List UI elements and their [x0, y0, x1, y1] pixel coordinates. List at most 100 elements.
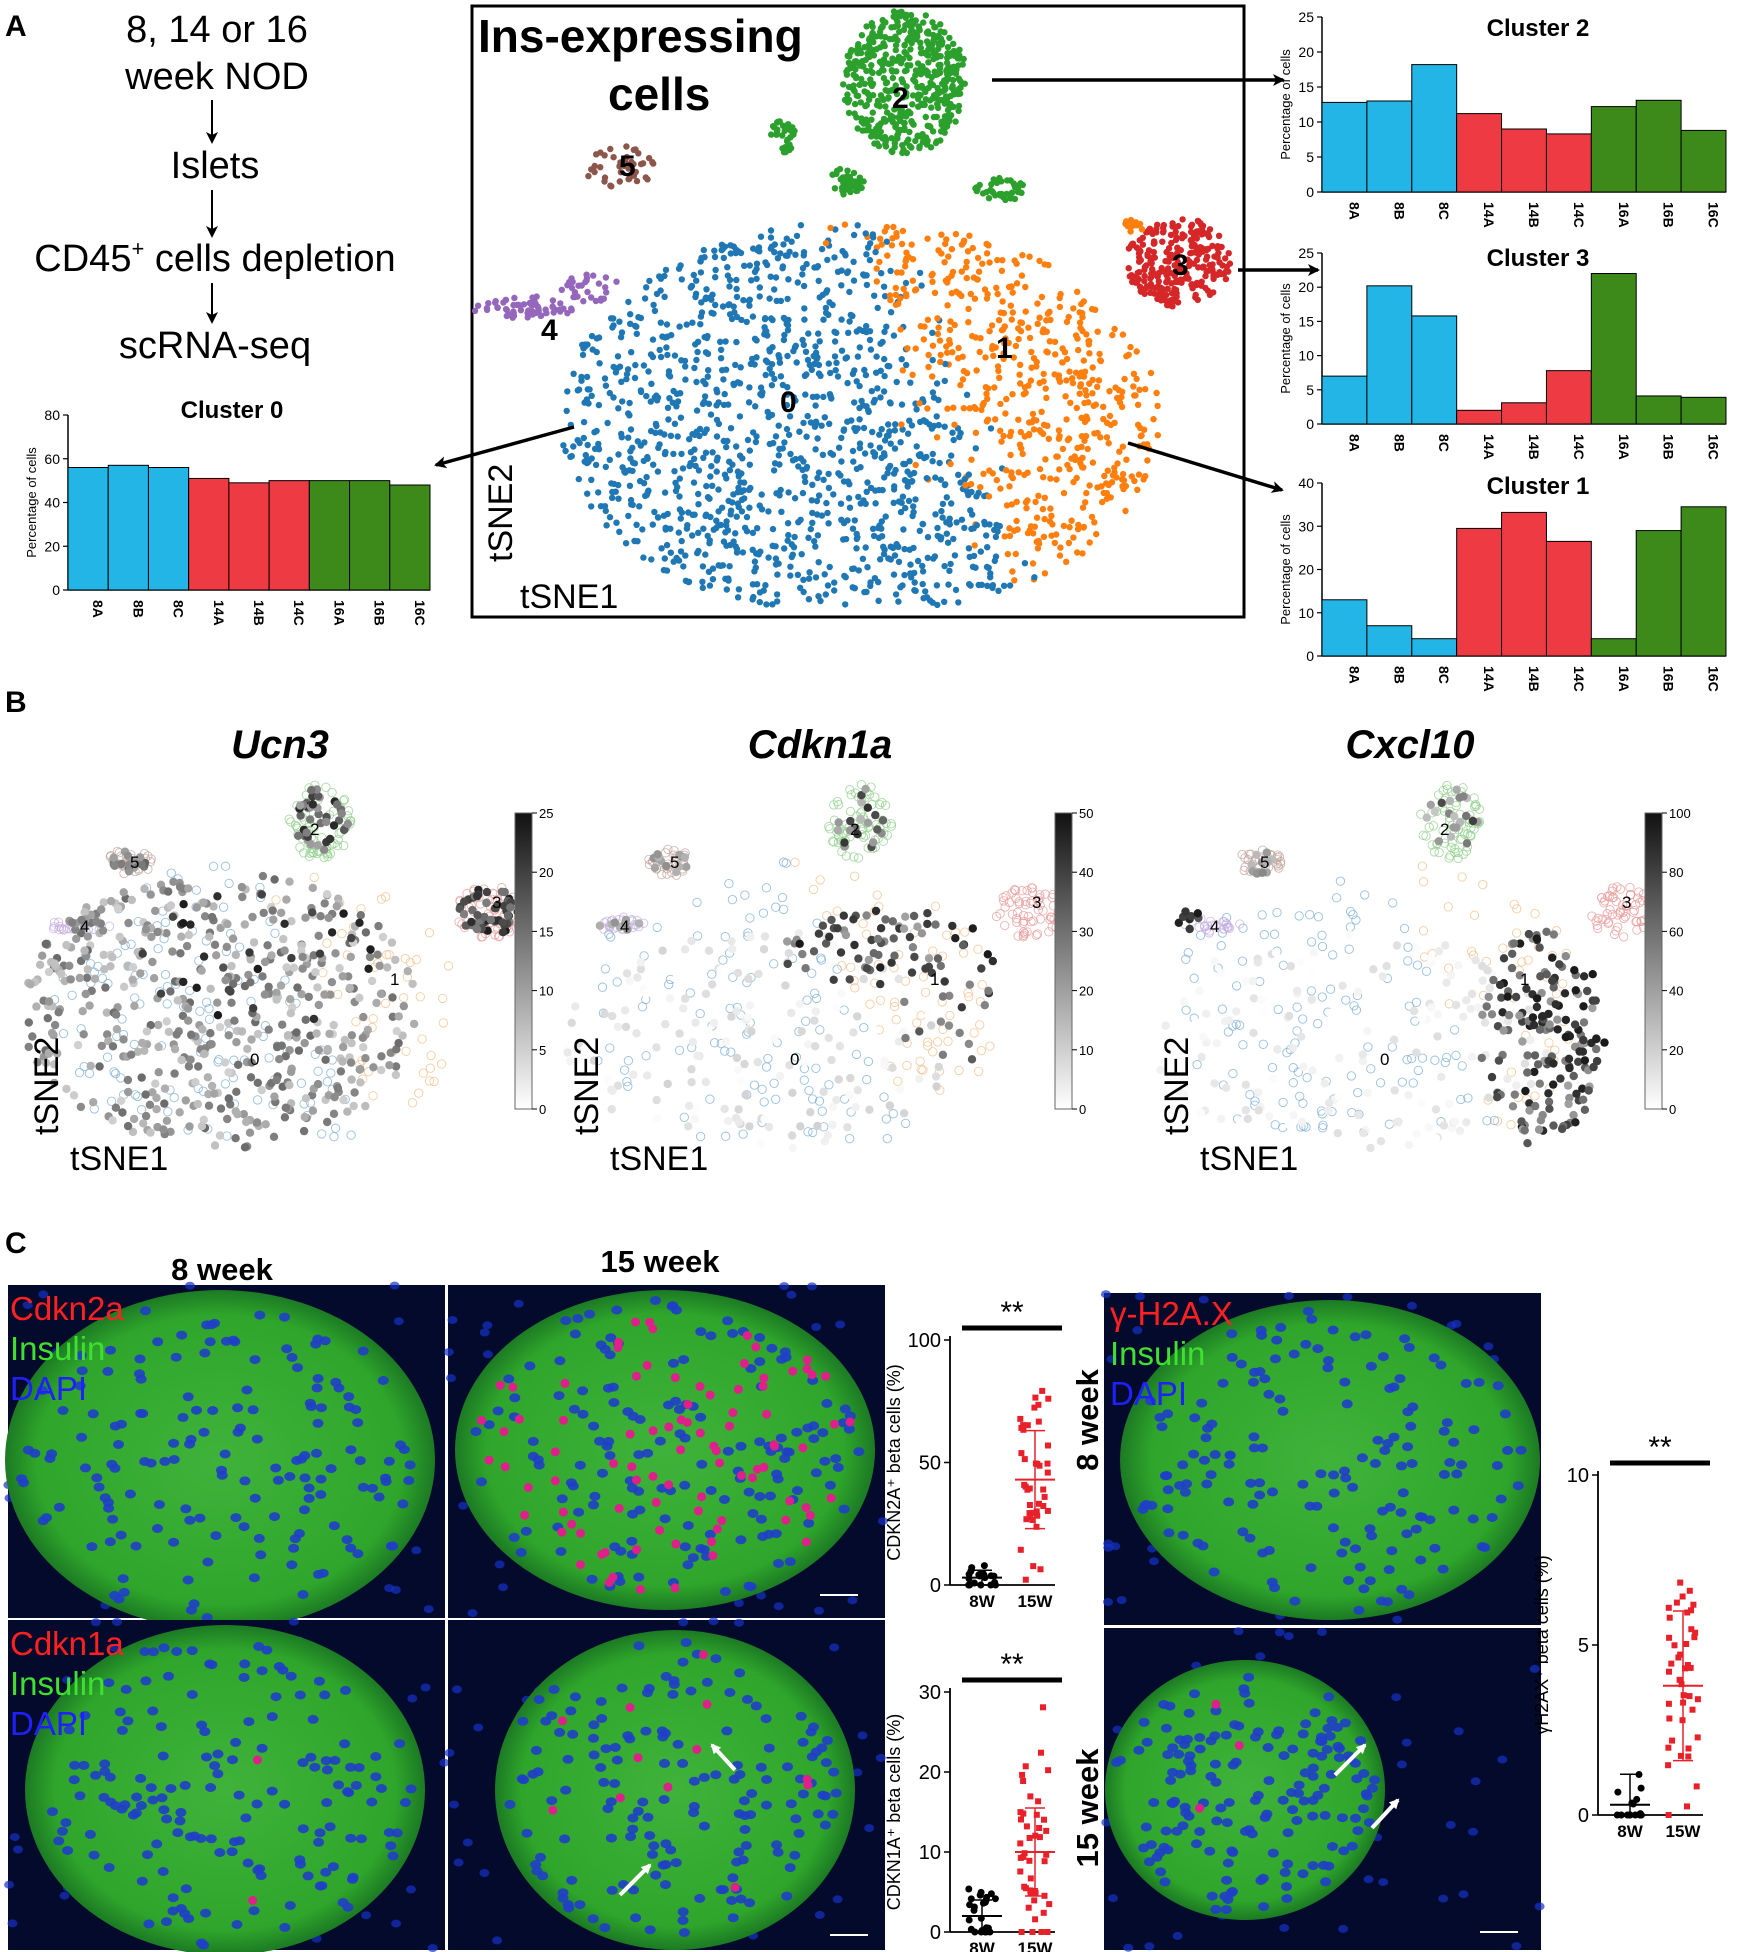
tsne-point	[870, 399, 877, 406]
tsne-point	[867, 346, 875, 353]
tsne-point	[568, 452, 575, 460]
cluster-outline-point	[1257, 910, 1267, 920]
tsne-point	[609, 488, 616, 496]
tsne-point	[690, 455, 698, 462]
tsne-point	[664, 404, 672, 411]
tsne-point	[924, 405, 931, 412]
expression-point	[759, 945, 769, 954]
tsne-point	[562, 447, 569, 455]
expression-point	[198, 1025, 207, 1034]
expression-point	[90, 974, 100, 983]
tsne-point	[697, 258, 704, 265]
tsne-point	[890, 571, 898, 578]
tsne-point	[627, 320, 634, 327]
cluster-outline-point	[799, 1075, 809, 1085]
expression-point	[795, 939, 804, 948]
tsne-point	[881, 372, 888, 380]
tsne-point	[907, 11, 915, 19]
tsne-point	[951, 321, 958, 329]
expression-point	[951, 934, 960, 943]
expression-point	[246, 978, 255, 987]
x-tick-label: 8B	[1391, 202, 1407, 220]
expression-point	[65, 961, 74, 970]
expression-point	[41, 939, 50, 949]
tsne-point	[826, 563, 833, 571]
tsne-point	[542, 306, 549, 313]
expression-point	[734, 1105, 743, 1114]
tsne-point	[1118, 403, 1126, 411]
tsne-point	[835, 444, 843, 451]
tsne-point	[1013, 498, 1020, 505]
expression-point	[170, 1044, 180, 1054]
tsne-point	[718, 246, 725, 254]
tsne-point	[704, 350, 712, 357]
tsne-point	[690, 479, 698, 486]
tsne-point	[762, 582, 769, 589]
tsne-point	[883, 323, 890, 330]
expression-point	[253, 964, 262, 974]
tsne-point	[1013, 517, 1020, 525]
tsne-point	[1198, 231, 1205, 238]
expression-point	[837, 989, 846, 998]
tsne-point	[998, 327, 1006, 334]
cluster-outline-point	[850, 871, 860, 881]
tsne-point	[923, 475, 930, 482]
tsne-point	[984, 416, 992, 423]
expression-point	[760, 932, 770, 941]
tsne-point	[965, 545, 973, 552]
expression-point	[818, 921, 828, 930]
cluster-outline-point	[757, 1084, 767, 1094]
cluster-outline-point	[271, 895, 281, 905]
bar	[1590, 106, 1637, 193]
cluster-outline-point	[664, 979, 674, 990]
expression-point	[177, 932, 186, 941]
tsne-point	[1155, 269, 1163, 277]
tsne-point	[876, 431, 883, 438]
tsne-point	[1079, 310, 1086, 317]
tsne-point	[1039, 505, 1047, 513]
cluster-outline-point	[1619, 932, 1629, 942]
expression-point	[128, 963, 138, 972]
tsne-point	[1090, 402, 1097, 409]
tsne-point	[782, 144, 789, 151]
expression-point	[272, 1075, 281, 1085]
expression-point	[249, 938, 259, 947]
tsne-point	[922, 588, 929, 595]
expression-point	[246, 1073, 256, 1082]
tsne-point	[1115, 386, 1122, 394]
tsne-point	[845, 83, 853, 91]
tsne-point	[686, 462, 693, 470]
tsne-point	[520, 301, 528, 308]
tsne-point	[1036, 465, 1044, 473]
tsne-point	[591, 168, 598, 176]
tsne-point	[801, 305, 808, 312]
expression-point	[325, 1029, 334, 1039]
cluster-outline-point	[1325, 984, 1336, 994]
tsne-point	[863, 23, 870, 30]
tsne-title-line1: Ins-expressing	[478, 10, 803, 62]
cluster-outline-point	[749, 1080, 760, 1090]
tsne-point	[962, 482, 969, 489]
tsne-point	[869, 525, 877, 532]
tsne-point	[935, 89, 943, 97]
expression-point	[798, 949, 807, 959]
tsne-point	[941, 259, 948, 266]
tsne-point	[584, 490, 591, 497]
cluster-outline-point	[891, 1015, 901, 1025]
tsne-point	[609, 494, 616, 501]
tsne-point	[1099, 498, 1106, 506]
expression-point	[727, 1012, 736, 1021]
x-tick-label: 16B	[372, 600, 388, 626]
x-tick-label: 16A	[1616, 202, 1632, 228]
cluster-outline-point	[1272, 907, 1282, 918]
cluster-outline-point	[67, 990, 77, 1000]
tsne-point	[581, 343, 589, 350]
tsne-point	[792, 251, 799, 258]
expression-point	[224, 1031, 233, 1040]
expression-point	[279, 934, 288, 944]
tsne-point	[941, 113, 949, 120]
tsne-point	[676, 323, 683, 330]
tsne-point	[1004, 550, 1012, 558]
tsne-point	[1145, 247, 1153, 254]
tsne-point	[610, 363, 617, 371]
